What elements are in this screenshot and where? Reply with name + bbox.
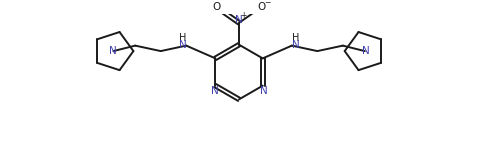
Text: N: N [211,86,218,96]
Text: N: N [362,46,369,56]
Text: N: N [260,86,267,96]
Text: O: O [258,2,266,12]
Text: H: H [292,33,299,43]
Text: N: N [179,40,186,50]
Text: N: N [235,15,243,25]
Text: H: H [179,33,186,43]
Text: +: + [240,11,247,20]
Text: N: N [109,46,116,56]
Text: O: O [212,2,220,12]
Text: N: N [292,40,299,50]
Text: −: − [264,0,271,7]
